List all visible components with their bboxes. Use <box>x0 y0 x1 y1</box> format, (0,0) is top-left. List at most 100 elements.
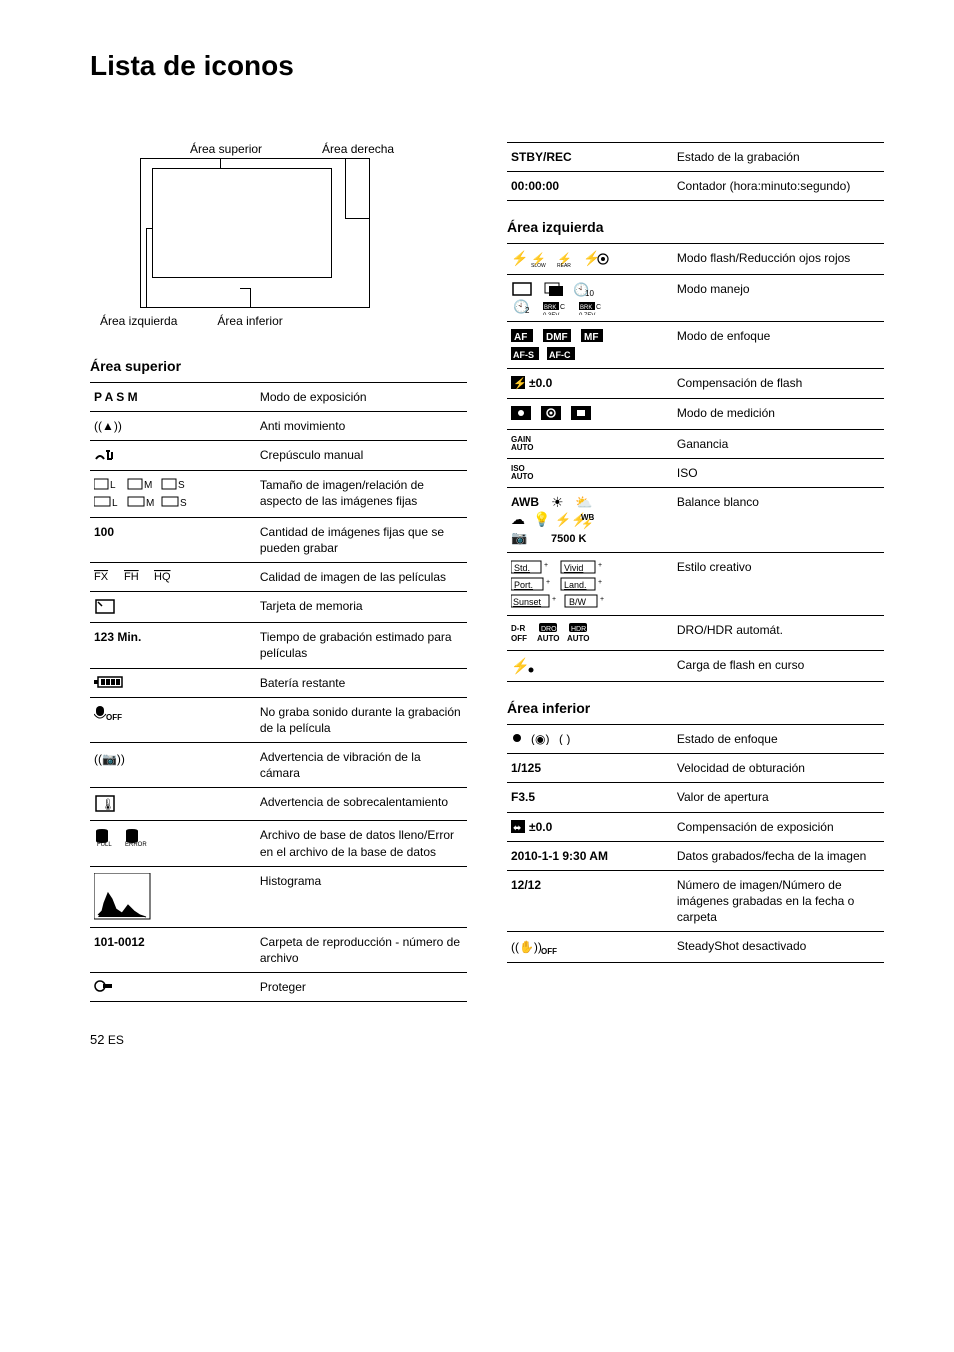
table-row: ⚡ Carga de flash en curso <box>507 650 884 681</box>
table-row: ((✋))OFFSteadyShot desactivado <box>507 932 884 963</box>
svg-text:⬌: ⬌ <box>513 823 521 834</box>
svg-text:+: + <box>546 579 550 586</box>
table-row: GAINAUTOGanancia <box>507 429 884 458</box>
row-value: DRO/HDR automát. <box>673 615 884 650</box>
row-key: ((▲)) <box>90 412 256 441</box>
svg-text:⚡: ⚡ <box>581 517 593 530</box>
table-row: Std.+Vivid+Port.+Land.+Sunset+B/W+Estilo… <box>507 552 884 615</box>
row-value: Advertencia de sobrecalentamiento <box>256 788 467 821</box>
svg-text:B/W: B/W <box>569 597 587 607</box>
row-value: Balance blanco <box>673 487 884 552</box>
table-row: ⚡⚡SLOW⚡REAR⚡Modo flash/Reducción ojos ro… <box>507 244 884 275</box>
table-row: FULLERRORArchivo de base de datos lleno/… <box>90 821 467 866</box>
svg-text:☀: ☀ <box>551 494 564 510</box>
row-key: ISOAUTO <box>507 458 673 487</box>
row-key: STBY/REC <box>507 143 673 172</box>
row-value: ISO <box>673 458 884 487</box>
svg-text:2: 2 <box>525 306 530 315</box>
svg-text:OFF: OFF <box>106 713 122 722</box>
svg-text:AUTO: AUTO <box>537 634 560 643</box>
row-value: Modo de medición <box>673 398 884 429</box>
diagram-label-bottom-right: Área inferior <box>217 314 282 328</box>
row-value: No graba sonido durante la grabación de … <box>256 697 467 742</box>
svg-text:((✋)): ((✋)) <box>511 940 542 954</box>
row-value: Tiempo de grabación estimado para pelícu… <box>256 623 467 668</box>
row-key: FULLERROR <box>90 821 256 866</box>
svg-text:HDR: HDR <box>571 626 586 633</box>
row-key <box>90 973 256 1002</box>
row-key: ⚡ <box>507 650 673 681</box>
svg-text:0.3EV: 0.3EV <box>543 313 559 315</box>
table-row: Histograma <box>90 866 467 927</box>
row-key: 101-0012 <box>90 927 256 972</box>
row-key: LMSLMS <box>90 470 256 517</box>
svg-text:FULL: FULL <box>97 842 112 847</box>
svg-text:S: S <box>180 498 187 509</box>
row-value: Batería restante <box>256 668 467 697</box>
table-row: 123 Min.Tiempo de grabación estimado par… <box>90 623 467 668</box>
row-key: ⚡±0.0 <box>507 369 673 398</box>
table-row: FXFHHQCalidad de imagen de las películas <box>90 562 467 591</box>
row-value: Carga de flash en curso <box>673 650 884 681</box>
row-value: Archivo de base de datos lleno/Error en … <box>256 821 467 866</box>
svg-text:AUTO: AUTO <box>567 634 590 643</box>
svg-text:🌡: 🌡 <box>101 798 115 811</box>
svg-text:DMF: DMF <box>546 332 568 343</box>
table-row: ((📷))Advertencia de vibración de la cáma… <box>90 743 467 788</box>
svg-text:FX: FX <box>94 571 109 583</box>
svg-text:AWB: AWB <box>511 495 539 509</box>
left-column: Área superior Área derecha Área izquierd… <box>90 142 467 1002</box>
row-value: Carpeta de reproducción - número de arch… <box>256 927 467 972</box>
svg-text:⛅: ⛅ <box>575 494 592 510</box>
diagram-label-top-left: Área superior <box>190 142 262 156</box>
row-key: Std.+Vivid+Port.+Land.+Sunset+B/W+ <box>507 552 673 615</box>
svg-text:10: 10 <box>585 289 594 298</box>
svg-text:REAR: REAR <box>557 263 571 268</box>
row-key: (◉) ( ) <box>507 724 673 753</box>
svg-text:AF-C: AF-C <box>549 350 571 360</box>
table-inferior: (◉)( )Estado de enfoque1/125Velocidad de… <box>507 724 884 964</box>
svg-text:(◉): (◉) <box>531 732 549 745</box>
row-key <box>90 866 256 927</box>
table-izquierda: ⚡⚡SLOW⚡REAR⚡Modo flash/Reducción ojos ro… <box>507 243 884 682</box>
row-value: Estilo creativo <box>673 552 884 615</box>
row-key: AFDMFMFAF-SAF-C <box>507 322 673 369</box>
row-key: ⬌±0.0 <box>507 812 673 841</box>
svg-text:Vivid: Vivid <box>564 563 583 573</box>
row-key: FXFHHQ <box>90 562 256 591</box>
svg-text:⚡: ⚡ <box>513 377 527 390</box>
row-value: Modo flash/Reducción ojos rojos <box>673 244 884 275</box>
row-value: Compensación de exposición <box>673 812 884 841</box>
row-value: Estado de enfoque <box>673 724 884 753</box>
row-key: 12/12 <box>507 870 673 932</box>
svg-text:Land.: Land. <box>564 580 587 590</box>
row-value: Modo manejo <box>673 275 884 322</box>
right-column: STBY/RECEstado de la grabación00:00:00Co… <box>507 142 884 1002</box>
table-row: D-ROFFDROAUTOHDRAUTODRO/HDR automát. <box>507 615 884 650</box>
row-key: 00:00:00 <box>507 172 673 201</box>
table-row: Modo de medición <box>507 398 884 429</box>
row-key: ⚡⚡SLOW⚡REAR⚡ <box>507 244 673 275</box>
svg-text:BRK: BRK <box>544 305 556 311</box>
row-key: P A S M <box>90 383 256 412</box>
svg-text:( ): ( ) <box>559 732 570 745</box>
row-key <box>90 592 256 623</box>
svg-text:📷: 📷 <box>511 530 527 545</box>
table-row: ((▲))Anti movimiento <box>90 412 467 441</box>
table-row: Crepúsculo manual <box>90 441 467 470</box>
diagram-label-bottom-left: Área izquierda <box>100 314 177 328</box>
row-key <box>90 668 256 697</box>
table-row: Proteger <box>90 973 467 1002</box>
row-value: Tamaño de imagen/relación de aspecto de … <box>256 470 467 517</box>
table-row: P A S MModo de exposición <box>90 383 467 412</box>
row-value: Ganancia <box>673 429 884 458</box>
table-superior: P A S MModo de exposición((▲))Anti movim… <box>90 382 467 1002</box>
table-row: AFDMFMFAF-SAF-CModo de enfoque <box>507 322 884 369</box>
screen-diagram: Área superior Área derecha Área izquierd… <box>90 142 467 328</box>
row-value: SteadyShot desactivado <box>673 932 884 963</box>
svg-text:M: M <box>144 480 152 491</box>
table-row: 100Cantidad de imágenes fijas que se pue… <box>90 517 467 562</box>
svg-text:⚡: ⚡ <box>511 250 528 267</box>
row-value: Modo de exposición <box>256 383 467 412</box>
svg-text:⚡: ⚡ <box>511 657 530 675</box>
